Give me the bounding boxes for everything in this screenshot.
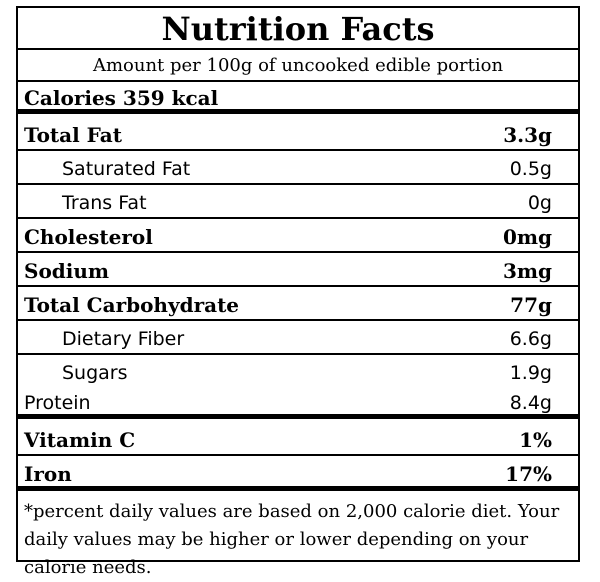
nutrient-value: 0.5g <box>509 158 552 180</box>
nutrient-value: 0g <box>527 192 552 214</box>
nutrient-value: 3.3g <box>503 123 552 147</box>
nutrient-row-total-carbohydrate: Total Carbohydrate 77g <box>18 289 578 321</box>
nutrient-name: Sugars <box>62 362 128 384</box>
serving-amount: Amount per 100g of uncooked edible porti… <box>18 50 578 82</box>
nutrient-row-total-fat: Total Fat 3.3g <box>18 119 578 151</box>
nutrient-name: Cholesterol <box>24 225 153 249</box>
nutrient-row-dietary-fiber: Dietary Fiber 6.6g <box>18 323 578 355</box>
nutrient-name: Iron <box>24 462 72 486</box>
nutrient-value: 1.9g <box>509 362 552 384</box>
nutrient-row-trans-fat: Trans Fat 0g <box>18 187 578 219</box>
nutrient-row-cholesterol: Cholesterol 0mg <box>18 221 578 253</box>
nutrient-row-protein: Protein 8.4g <box>18 387 578 419</box>
nutrient-name: Total Fat <box>24 123 122 147</box>
nutrient-value: 3mg <box>502 259 552 283</box>
nutrient-value: 6.6g <box>509 328 552 350</box>
nutrient-name: Vitamin C <box>24 428 136 452</box>
nutrient-row-sodium: Sodium 3mg <box>18 255 578 287</box>
nutrition-facts-label: Nutrition Facts Amount per 100g of uncoo… <box>16 6 580 578</box>
nutrient-name: Total Carbohydrate <box>24 293 240 317</box>
nutrient-row-vitamin-c: Vitamin C 1% <box>18 424 578 456</box>
nutrient-name: Protein <box>24 392 91 414</box>
nutrient-value: 8.4g <box>509 392 552 414</box>
daily-values-footnote: *percent daily values are based on 2,000… <box>24 501 560 578</box>
calories-row: Calories 359 kcal <box>18 82 578 114</box>
nutrient-row-saturated-fat: Saturated Fat 0.5g <box>18 153 578 185</box>
nutrient-name: Sodium <box>24 259 110 283</box>
nutrient-name: Dietary Fiber <box>62 328 185 350</box>
nutrient-value: 0mg <box>502 225 552 249</box>
nutrient-value: 77g <box>510 293 552 317</box>
nutrient-row-iron: Iron 17% <box>18 458 578 491</box>
nutrient-name: Saturated Fat <box>62 158 191 180</box>
nutrient-value: 1% <box>519 428 552 452</box>
nutrient-row-sugars: Sugars 1.9g <box>18 357 578 387</box>
nutrient-value: 17% <box>505 462 552 486</box>
label-title: Nutrition Facts <box>18 8 578 50</box>
nutrient-name: Trans Fat <box>62 192 147 214</box>
